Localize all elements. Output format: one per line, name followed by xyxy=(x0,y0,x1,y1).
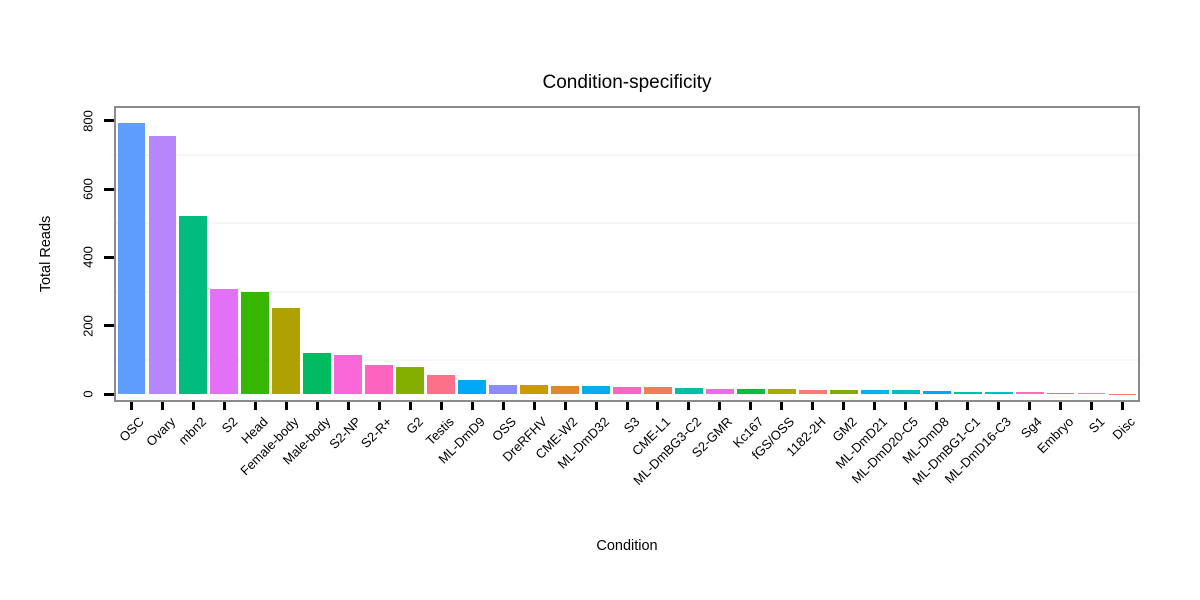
minor-gridline xyxy=(116,153,1138,156)
y-tick-label: 800 xyxy=(80,109,96,132)
x-tick xyxy=(625,402,629,410)
bar xyxy=(1015,392,1044,394)
x-tick-label: S2 xyxy=(218,414,241,436)
bar xyxy=(520,385,548,394)
bar xyxy=(582,386,610,394)
bar xyxy=(272,307,301,394)
bar xyxy=(1046,392,1075,394)
bar xyxy=(736,388,765,394)
x-tick xyxy=(935,402,939,410)
bar xyxy=(303,353,332,394)
x-tick xyxy=(811,402,815,410)
plot-panel xyxy=(114,106,1140,402)
x-tick xyxy=(997,402,1001,410)
x-tick xyxy=(222,402,226,410)
x-tick xyxy=(315,402,319,410)
x-axis-title: Condition xyxy=(596,538,658,554)
x-tick xyxy=(687,402,691,410)
x-tick-label: Disc xyxy=(1109,414,1139,443)
x-tick xyxy=(377,402,381,410)
bar xyxy=(396,367,425,394)
y-tick-label: 200 xyxy=(80,314,96,337)
bar xyxy=(1077,392,1106,394)
x-tick xyxy=(1028,402,1032,410)
x-tick xyxy=(873,402,877,410)
x-tick xyxy=(470,402,474,410)
bar xyxy=(891,390,920,394)
minor-gridline xyxy=(116,290,1138,293)
bar xyxy=(922,390,951,394)
x-tick xyxy=(160,402,164,410)
x-tick xyxy=(780,402,784,410)
y-tick xyxy=(104,324,114,328)
bar xyxy=(984,391,1013,394)
y-tick-label: 600 xyxy=(80,178,96,200)
x-tick xyxy=(594,402,598,410)
bar xyxy=(210,288,239,394)
bar xyxy=(644,386,672,394)
x-tick xyxy=(656,402,660,410)
x-tick-label: mbn2 xyxy=(175,414,210,448)
bar xyxy=(427,374,456,394)
x-tick xyxy=(439,402,443,410)
bar xyxy=(241,292,270,394)
bar xyxy=(458,380,487,394)
x-tick xyxy=(718,402,722,410)
x-tick xyxy=(904,402,908,410)
x-tick xyxy=(284,402,288,410)
minor-gridline xyxy=(116,222,1138,225)
x-tick xyxy=(501,402,505,410)
y-tick xyxy=(104,187,114,191)
x-tick-label: S1 xyxy=(1085,414,1108,436)
x-tick xyxy=(346,402,350,410)
bar xyxy=(860,389,889,394)
bar xyxy=(798,389,827,394)
x-tick xyxy=(842,402,846,410)
x-tick xyxy=(563,402,567,410)
y-tick xyxy=(104,255,114,259)
x-tick xyxy=(532,402,536,410)
x-tick xyxy=(191,402,195,410)
bar xyxy=(613,386,641,394)
chart-title: Condition-specificity xyxy=(542,72,712,93)
x-tick xyxy=(253,402,257,410)
bar xyxy=(334,355,363,394)
x-tick-label: G2 xyxy=(402,414,426,437)
x-tick-label: S3 xyxy=(620,414,643,436)
bar xyxy=(489,385,518,394)
x-tick xyxy=(129,402,133,410)
bar xyxy=(675,388,703,394)
x-tick-label: S2-R+ xyxy=(357,414,395,451)
x-tick xyxy=(749,402,753,410)
x-tick xyxy=(966,402,970,410)
y-axis-title: Total Reads xyxy=(38,215,54,293)
x-tick xyxy=(1059,402,1063,410)
x-tick xyxy=(1121,402,1124,410)
x-tick xyxy=(1090,402,1094,410)
x-tick-label: S2-NP xyxy=(326,414,364,452)
x-tick xyxy=(408,402,412,410)
y-tick xyxy=(104,392,114,396)
bar xyxy=(117,122,146,394)
bar xyxy=(148,136,177,394)
y-tick xyxy=(104,119,114,123)
x-tick-label: Ovary xyxy=(142,414,179,450)
bar xyxy=(953,391,982,394)
bar xyxy=(767,388,796,394)
x-tick-label: OSC xyxy=(116,414,148,445)
y-tick-label: 0 xyxy=(80,390,96,398)
minor-gridline xyxy=(116,358,1138,361)
bar xyxy=(179,216,208,394)
bar xyxy=(365,364,394,394)
bar xyxy=(551,386,579,394)
bar xyxy=(705,388,734,394)
bar xyxy=(829,389,858,394)
y-tick-label: 400 xyxy=(80,246,96,269)
